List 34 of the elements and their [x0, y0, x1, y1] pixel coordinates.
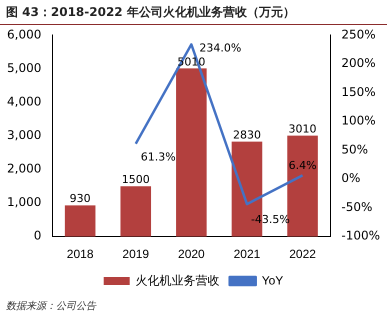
y2-tick-label: -50% — [341, 200, 372, 214]
y-tick-label: 4,000 — [6, 94, 42, 108]
data-label: 930 — [70, 192, 91, 206]
x-tick-label: 2018 — [66, 247, 94, 262]
y-tick-label: 1,000 — [6, 195, 42, 210]
source-note: 数据来源：公司公告 — [5, 300, 98, 314]
bar — [176, 68, 207, 237]
y2-tick-label: 0% — [341, 171, 360, 186]
bar — [64, 205, 96, 237]
y2-tick-label: -100% — [341, 228, 380, 243]
data-label: 6.4% — [288, 159, 317, 172]
legend-label: YoY — [262, 273, 284, 288]
y-tick-label: 3,000 — [6, 128, 42, 142]
y2-tick-label: 200% — [341, 56, 376, 70]
y2-tick-label: 250% — [341, 27, 376, 42]
y-tick-label: 0 — [34, 228, 42, 243]
data-label: 2830 — [232, 128, 261, 142]
x-tick-label: 2022 — [289, 247, 316, 262]
bar — [120, 186, 152, 237]
x-tick-label: 2021 — [234, 247, 261, 262]
y-tick-label: 2,000 — [6, 162, 42, 176]
y-tick-label: 5,000 — [6, 60, 42, 75]
data-label: 234.0% — [199, 41, 242, 54]
x-tick-label: 2020 — [178, 247, 206, 262]
chart-title: 图 43：2018-2022 年公司火化机业务营收（万元） — [0, 0, 387, 25]
y2-tick-label: 50% — [341, 142, 368, 156]
data-label: 1500 — [122, 173, 150, 186]
y2-tick-label: 150% — [341, 84, 376, 99]
data-label: 3010 — [288, 122, 317, 136]
y-tick-label: 6,000 — [6, 27, 42, 42]
data-label: 61.3% — [140, 150, 176, 164]
x-tick-label: 2019 — [122, 247, 150, 262]
legend-label: 火化机业务营收 — [136, 273, 220, 288]
y2-tick-label: 100% — [341, 114, 376, 128]
